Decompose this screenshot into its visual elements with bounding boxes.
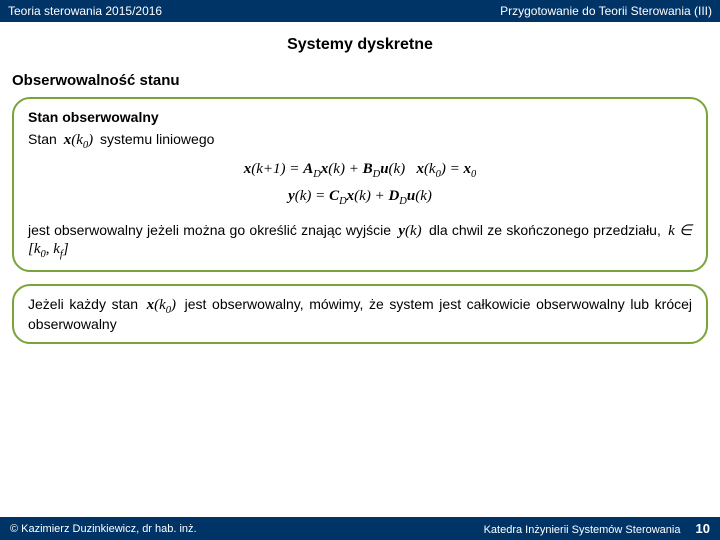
eq-state: x(k+1) = ADx(k) + BDu(k) x(k0) = x0 bbox=[28, 161, 692, 180]
output-y-k: y(k) bbox=[395, 223, 424, 239]
page-number: 10 bbox=[696, 521, 710, 536]
page-title: Systemy dyskretne bbox=[0, 36, 720, 54]
state-equations: x(k+1) = ADx(k) + BDu(k) x(k0) = x0 y(k)… bbox=[28, 161, 692, 207]
box-observable-state: Stan obserwowalny Stan x(k0) systemu lin… bbox=[12, 97, 708, 272]
header-bar: Teoria sterowania 2015/2016 Przygotowani… bbox=[0, 0, 720, 22]
box-fully-observable: Jeżeli każdy stan x(k0) jest obserwowaln… bbox=[12, 284, 708, 344]
box1-line1-b: systemu liniowego bbox=[100, 131, 214, 147]
section-heading: Obserwowalność stanu bbox=[0, 72, 720, 89]
box1-subheading: Stan obserwowalny bbox=[28, 109, 692, 125]
footer-bar: © Kazimierz Duzinkiewicz, dr hab. inż. K… bbox=[0, 517, 720, 540]
state-x-k0-2: x(k0) bbox=[144, 297, 179, 313]
footer-left: © Kazimierz Duzinkiewicz, dr hab. inż. bbox=[10, 523, 197, 535]
box2-text-a: Jeżeli każdy stan bbox=[28, 296, 138, 312]
box1-line1: Stan x(k0) systemu liniowego bbox=[28, 131, 692, 151]
box2-text: Jeżeli każdy stan x(k0) jest obserwowaln… bbox=[28, 296, 692, 332]
footer-right: Katedra Inżynierii Systemów Sterowania bbox=[484, 524, 681, 536]
box1-line2-b: dla chwil ze skończonego przedziału, bbox=[429, 222, 661, 238]
header-right: Przygotowanie do Teorii Sterowania (III) bbox=[500, 4, 712, 18]
header-left: Teoria sterowania 2015/2016 bbox=[8, 4, 162, 18]
state-x-k0: x(k0) bbox=[61, 132, 96, 148]
box1-line2: jest obserwowalny jeżeli można go określ… bbox=[28, 221, 692, 260]
eq-output: y(k) = CDx(k) + DDu(k) bbox=[28, 188, 692, 207]
box1-line2-a: jest obserwowalny jeżeli można go określ… bbox=[28, 222, 391, 238]
box1-line1-a: Stan bbox=[28, 131, 57, 147]
footer-right-wrap: Katedra Inżynierii Systemów Sterowania 1… bbox=[484, 521, 710, 536]
